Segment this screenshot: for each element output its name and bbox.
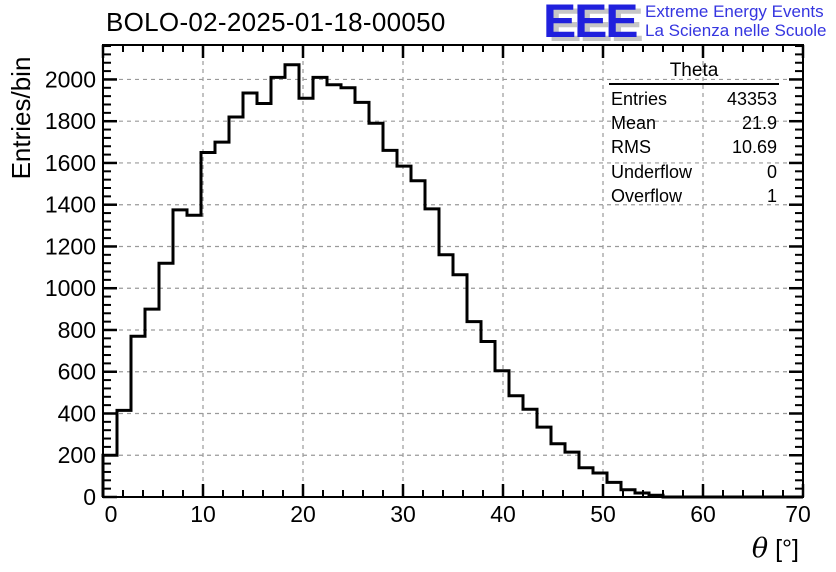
stats-label: Overflow	[611, 185, 683, 206]
stats-value: 43353	[726, 89, 777, 109]
y-axis-title: Entries/bin	[6, 57, 36, 180]
x-tick-label: 70	[785, 501, 811, 527]
eee-logo-text: Extreme Energy Events La Scienza nelle S…	[645, 1, 826, 40]
stats-row-underflow: Underflow 0	[609, 160, 779, 184]
x-tick-label: 60	[690, 501, 716, 527]
y-tick-label: 1600	[45, 150, 96, 176]
x-tick-label: 0	[105, 501, 118, 527]
x-axis-title: θ [°]	[752, 533, 799, 564]
y-tick-label: 200	[58, 442, 96, 468]
y-tick-label: 1200	[45, 233, 96, 259]
stats-value: 0	[766, 161, 777, 182]
stats-value: 1	[766, 185, 777, 206]
stats-title: Theta	[669, 60, 719, 81]
y-tick-label: 1800	[45, 108, 96, 134]
x-tick-label: 10	[190, 501, 216, 527]
x-tick-label: 50	[590, 501, 616, 527]
y-tick-label: 1400	[45, 192, 96, 218]
eee-logo-acronym: EEE	[543, 0, 638, 47]
stats-row-mean: Mean 21.9	[609, 111, 779, 135]
stats-label: RMS	[611, 137, 651, 158]
plot-title: BOLO-02-2025-01-18-00050	[106, 7, 446, 37]
stats-label: Entries	[611, 89, 668, 109]
stats-value: 10.69	[731, 137, 777, 158]
stats-box: Theta Entries 43353 Mean 21.9 RMS 10.69 …	[609, 60, 779, 208]
y-tick-label: 400	[58, 400, 96, 426]
stats-row-entries: Entries 43353	[609, 87, 779, 111]
stats-label: Underflow	[611, 161, 693, 182]
y-tick-label: 1000	[45, 275, 96, 301]
grid-lines	[103, 45, 803, 497]
x-tick-label: 20	[290, 501, 316, 527]
histogram-line	[101, 63, 803, 499]
axis-ticks	[101, 45, 805, 499]
y-tick-label: 2000	[45, 66, 96, 92]
stats-row-overflow: Overflow 1	[609, 184, 779, 208]
x-tick-label: 30	[390, 501, 416, 527]
y-tick-label: 600	[58, 359, 96, 385]
y-tick-label: 0	[83, 484, 96, 510]
stats-label: Mean	[611, 113, 657, 134]
y-tick-label: 800	[58, 317, 96, 343]
stats-row-rms: RMS 10.69	[609, 135, 779, 159]
logo-line1: Extreme Energy Events	[645, 2, 824, 21]
stats-value: 21.9	[741, 113, 777, 134]
eee-logo: EEE Extreme Energy Events La Scienza nel…	[543, 0, 827, 47]
stats-title-underline	[609, 83, 779, 85]
logo-line2: La Scienza nelle Scuole	[645, 20, 827, 40]
x-tick-label: 40	[490, 501, 516, 527]
